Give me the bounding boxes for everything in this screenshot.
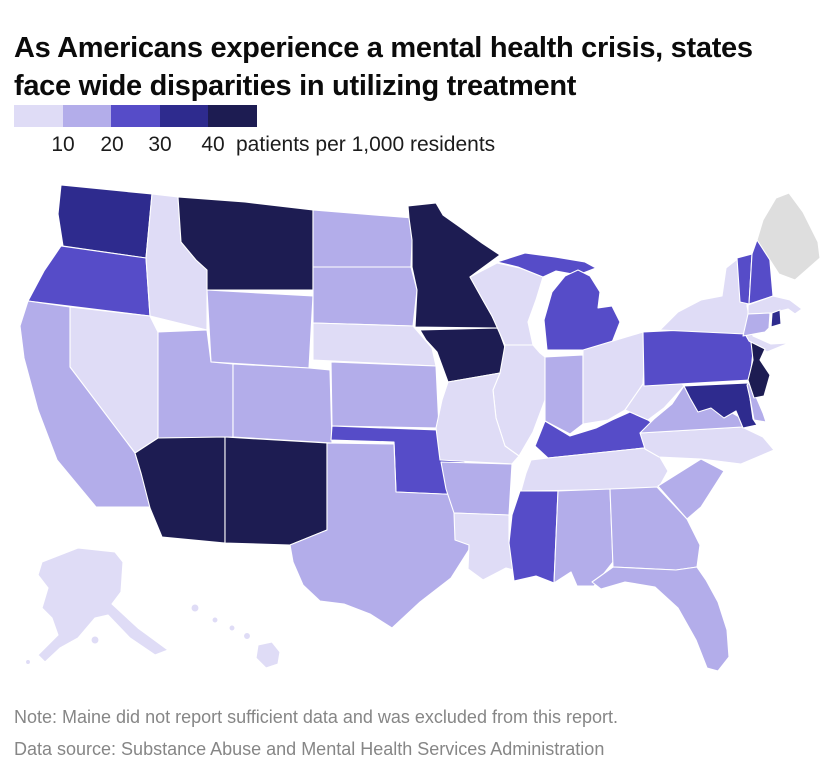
state-south-dakota xyxy=(312,266,418,327)
state-south-carolina xyxy=(657,458,725,520)
footer-note: Note: Maine did not report sufficient da… xyxy=(14,707,618,727)
state-pennsylvania xyxy=(642,326,755,387)
state-wisconsin xyxy=(469,262,544,346)
state-rhode-island xyxy=(770,309,782,328)
state-kansas xyxy=(330,361,440,429)
state-texas xyxy=(289,442,471,629)
legend-tick-10: 10 xyxy=(51,133,75,156)
legend-swatch-bin1 xyxy=(14,105,63,127)
footer: Note: Maine did not report sufficient da… xyxy=(14,701,814,765)
state-north-carolina xyxy=(639,426,775,465)
footer-source: Data source: Substance Abuse and Mental … xyxy=(14,739,605,759)
state-alabama xyxy=(553,488,614,587)
state-mississippi xyxy=(508,490,559,584)
state-michigan-upper xyxy=(496,252,597,278)
legend-unit-label: patients per 1,000 residents xyxy=(236,133,496,156)
legend-swatch-bin4 xyxy=(159,105,209,127)
state-florida xyxy=(591,566,730,672)
legend-tick-30: 30 xyxy=(148,133,172,156)
state-new-jersey xyxy=(747,341,771,399)
state-indiana xyxy=(544,354,584,435)
state-arkansas xyxy=(440,461,513,516)
state-hawaii-island xyxy=(211,616,219,624)
state-alaska xyxy=(37,547,169,663)
state-shapes xyxy=(19,184,821,672)
state-michigan-lower xyxy=(543,269,621,351)
state-north-dakota xyxy=(312,209,414,268)
legend-tick-40: 40 xyxy=(201,133,225,156)
state-hawaii-island xyxy=(228,624,236,632)
state-nebraska xyxy=(312,322,437,367)
color-scale-legend: 10 20 30 40 patients per 1,000 residents xyxy=(14,105,574,160)
legend-swatch-bin5 xyxy=(208,105,257,127)
legend-swatch-bin3 xyxy=(111,105,160,127)
state-hawaii-island xyxy=(242,631,252,641)
legend-swatches xyxy=(14,105,257,127)
state-tennessee xyxy=(520,446,669,492)
state-alaska-island xyxy=(90,635,100,645)
state-missouri xyxy=(435,372,520,465)
state-california xyxy=(19,300,153,508)
legend-swatch-bin2 xyxy=(62,105,112,127)
state-maine xyxy=(756,192,821,281)
state-hawaii-island xyxy=(255,641,281,669)
state-minnesota xyxy=(407,202,501,329)
state-colorado xyxy=(232,363,333,444)
page-title: As Americans experience a mental health … xyxy=(14,32,753,103)
state-alaska-island xyxy=(24,658,32,666)
state-new-mexico xyxy=(224,436,328,546)
state-oregon xyxy=(27,245,151,317)
legend-tick-labels: 10 20 30 40 patients per 1,000 residents xyxy=(14,133,574,159)
legend-tick-20: 20 xyxy=(100,133,124,156)
state-wyoming xyxy=(206,289,314,369)
state-hawaii-island xyxy=(190,603,200,613)
state-arizona xyxy=(134,436,226,544)
state-connecticut xyxy=(742,312,771,337)
